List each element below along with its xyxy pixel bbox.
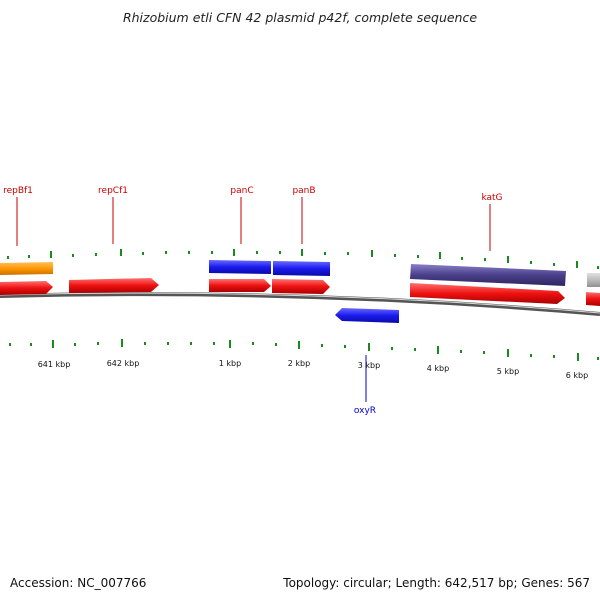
gene-repBf1-block[interactable] xyxy=(0,262,53,275)
genome-backbone-highlight xyxy=(0,292,600,314)
cds-forward-arrow[interactable] xyxy=(0,281,53,295)
gene-label-panB[interactable]: panB xyxy=(292,186,315,196)
gene-label-repCf1[interactable]: repCf1 xyxy=(98,186,128,196)
genome-backbone xyxy=(0,292,600,316)
scale-label: 642 kbp xyxy=(107,359,140,368)
upper-tick-row xyxy=(7,249,599,269)
cds-forward-arrow[interactable] xyxy=(69,278,159,293)
gene-label-panC[interactable]: panC xyxy=(230,186,253,196)
gene-label-repBf1[interactable]: repBf1 xyxy=(3,186,33,196)
lower-tick-row xyxy=(9,339,599,361)
scale-label: 5 kbp xyxy=(497,367,519,376)
cds-reverse-arrow-oxyR[interactable] xyxy=(335,308,399,323)
gene-label-katG[interactable]: katG xyxy=(481,193,502,203)
topology-summary: Topology: circular; Length: 642,517 bp; … xyxy=(283,576,590,590)
map-title: Rhizobium etli CFN 42 plasmid p42f, comp… xyxy=(122,10,478,25)
scale-label: 641 kbp xyxy=(38,360,71,369)
cds-forward-arrow[interactable] xyxy=(586,292,600,306)
scale-label: 1 kbp xyxy=(219,359,241,368)
scale-label: 4 kbp xyxy=(427,364,449,373)
gene-partial-grey-block[interactable] xyxy=(587,273,600,287)
gene-label-leaders xyxy=(16,197,491,402)
gene-panC-block[interactable] xyxy=(209,260,271,274)
accession-label: Accession: NC_007766 xyxy=(10,576,147,590)
gene-label-oxyR[interactable]: oxyR xyxy=(354,406,376,416)
gene-katG-block[interactable] xyxy=(410,264,566,286)
gene-panB-block[interactable] xyxy=(273,261,330,276)
cds-forward-arrow[interactable] xyxy=(410,283,565,304)
scale-label: 2 kbp xyxy=(288,359,310,368)
scale-label: 6 kbp xyxy=(566,371,588,380)
cds-forward-arrow[interactable] xyxy=(272,279,330,294)
cds-forward-arrow[interactable] xyxy=(209,279,271,292)
scale-label: 3 kbp xyxy=(358,361,380,370)
